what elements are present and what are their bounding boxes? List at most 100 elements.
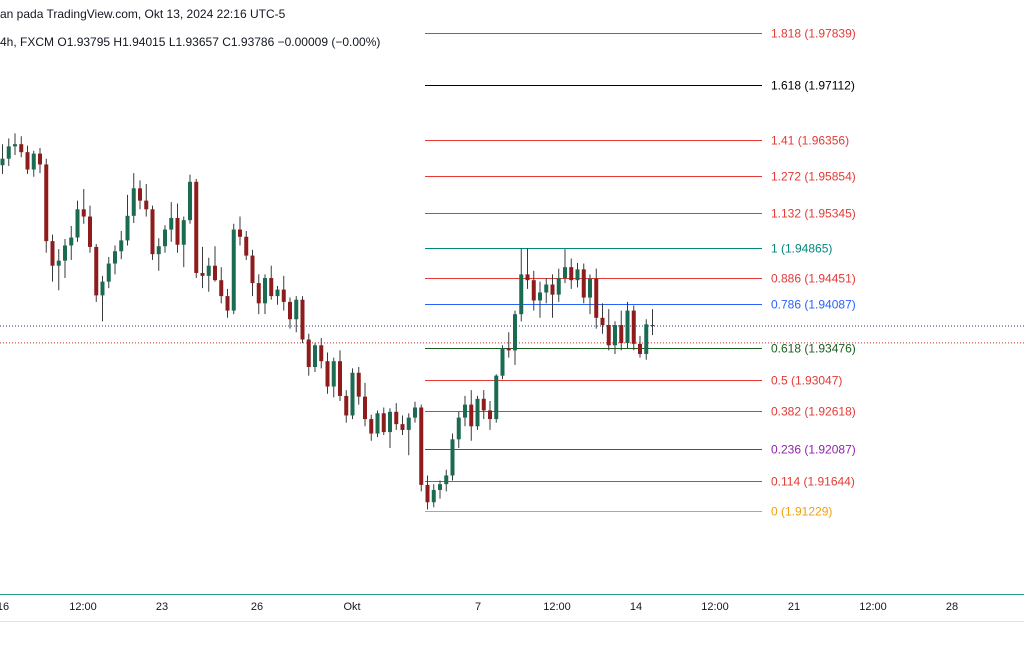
candle-body <box>400 424 405 430</box>
candle <box>569 258 574 289</box>
candle <box>400 415 405 435</box>
candle-body <box>444 475 449 485</box>
candle <box>631 305 636 351</box>
candle <box>381 407 386 435</box>
candle-body <box>550 284 555 295</box>
candle <box>456 411 461 448</box>
candle-body <box>131 188 136 216</box>
time-tick: 23 <box>155 601 169 613</box>
time-tick: 16 <box>0 601 10 613</box>
candle-body <box>375 413 380 434</box>
candle <box>313 343 317 373</box>
candle <box>294 296 299 333</box>
candle <box>125 194 130 246</box>
candle-body <box>525 274 530 281</box>
candle-body <box>206 265 211 276</box>
candle-body <box>563 267 567 279</box>
candle-body <box>438 484 442 490</box>
candle-body <box>381 413 386 433</box>
candle-body <box>125 215 130 241</box>
candle-body <box>456 417 461 440</box>
fibonacci-retracement[interactable]: 1.818 (1.97839) 1.618 (1.97112) 1.41 (1.96… <box>425 27 856 519</box>
candle-body <box>25 152 30 170</box>
time-tick: 12:00 <box>543 601 571 613</box>
candle <box>406 413 411 456</box>
candle-body <box>163 229 167 247</box>
candle <box>169 202 174 242</box>
candle <box>419 404 424 492</box>
candle-body <box>500 348 505 376</box>
time-tick: 28 <box>945 601 959 613</box>
candle <box>644 319 649 360</box>
candle-body <box>138 188 142 201</box>
candle <box>238 216 242 246</box>
candle-body <box>450 439 455 476</box>
candle-body <box>69 237 74 246</box>
candle-body <box>256 283 261 304</box>
candle-body <box>306 339 311 367</box>
candle <box>575 262 580 288</box>
candle-body <box>425 484 430 503</box>
candle-body <box>13 144 17 147</box>
candle <box>256 274 261 315</box>
candle <box>113 245 117 275</box>
candle <box>100 275 105 322</box>
candle <box>106 257 111 289</box>
time-axis[interactable]: 16 12:00 23 26 Okt 7 12:00 14 12:00 21 1… <box>0 594 1024 623</box>
candle-body <box>88 216 92 247</box>
fib-level-label: 0 (1.91229) <box>771 505 832 519</box>
candle-body <box>469 404 474 427</box>
candle-body <box>513 314 517 351</box>
candle <box>194 178 199 279</box>
candle <box>94 244 99 302</box>
candle <box>425 475 430 510</box>
candle <box>625 301 630 349</box>
candle-body <box>231 229 236 311</box>
candle <box>525 248 530 289</box>
candle-body <box>413 407 417 418</box>
candle-body <box>556 278 561 295</box>
candle <box>25 145 30 174</box>
candle-body <box>481 398 486 411</box>
candle <box>263 274 267 315</box>
candle <box>550 274 555 318</box>
candle <box>438 480 442 499</box>
candle <box>38 147 42 174</box>
candle <box>250 249 255 297</box>
candle-body <box>494 375 499 420</box>
candle <box>375 410 380 438</box>
chart-area[interactable]: 1.818 (1.97839) 1.618 (1.97112) 1.41 (1.96… <box>0 0 1024 594</box>
candle-body <box>169 217 174 230</box>
candle <box>144 183 149 217</box>
fib-level-label: 1.818 (1.97839) <box>771 27 856 41</box>
candle <box>650 309 655 336</box>
candle <box>638 335 642 358</box>
time-tick: 14 <box>629 601 643 613</box>
candle-body <box>600 317 605 326</box>
close-value: C1.93786 <box>222 35 275 49</box>
candle <box>619 310 624 351</box>
candle-body <box>506 348 511 351</box>
candle <box>613 321 617 354</box>
candle <box>19 136 24 158</box>
candle-body <box>263 278 267 304</box>
price-chart[interactable]: 1.818 (1.97839) 1.618 (1.97112) 1.41 (1.96… <box>0 0 1024 594</box>
low-value: L1.93657 <box>168 35 219 49</box>
candle-body <box>356 372 361 397</box>
fib-level-label: 0.618 (1.93476) <box>771 342 856 356</box>
candle <box>50 234 55 282</box>
candle <box>306 333 311 376</box>
candle-body <box>581 269 586 298</box>
candle <box>13 133 17 156</box>
candle <box>319 338 324 369</box>
high-value: H1.94015 <box>113 35 166 49</box>
candle <box>413 401 417 423</box>
candle <box>56 249 61 291</box>
open-value: O1.93795 <box>57 35 111 49</box>
fib-level-label: 1.41 (1.96356) <box>771 134 849 148</box>
candle <box>444 469 449 492</box>
candle <box>288 297 292 329</box>
time-tick: 21 <box>787 601 801 613</box>
candle <box>81 189 86 224</box>
candle-body <box>613 325 617 346</box>
